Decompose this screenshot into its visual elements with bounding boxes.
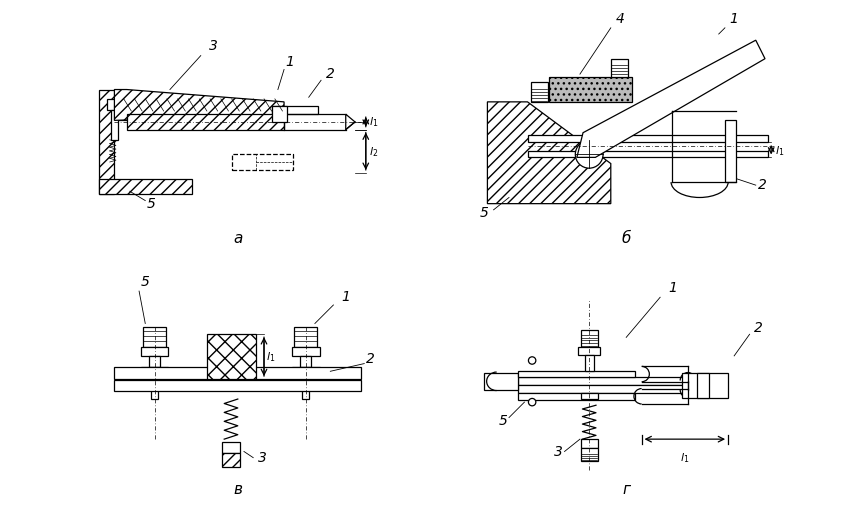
Bar <box>581 439 598 448</box>
Text: 2: 2 <box>366 351 375 365</box>
Bar <box>581 330 598 347</box>
Polygon shape <box>114 90 284 121</box>
Polygon shape <box>346 115 355 130</box>
Bar <box>149 356 160 367</box>
Polygon shape <box>577 41 765 158</box>
Bar <box>518 371 635 378</box>
Text: 1: 1 <box>668 281 677 294</box>
Bar <box>106 99 122 111</box>
Text: 5: 5 <box>147 196 156 210</box>
Bar <box>611 60 628 78</box>
Text: $l_1$: $l_1$ <box>370 115 378 129</box>
Bar <box>581 393 598 399</box>
Bar <box>581 448 598 461</box>
Text: 5: 5 <box>480 206 489 220</box>
Text: а: а <box>233 231 243 246</box>
Text: 5: 5 <box>141 274 149 288</box>
Bar <box>151 376 158 399</box>
Bar <box>518 378 688 385</box>
Bar <box>485 373 518 390</box>
Bar <box>518 393 635 400</box>
Polygon shape <box>127 115 284 130</box>
Bar <box>530 83 548 103</box>
Bar <box>271 107 287 123</box>
Bar <box>141 347 168 356</box>
Text: 2: 2 <box>754 321 763 334</box>
Bar <box>294 327 317 347</box>
Circle shape <box>529 357 536 365</box>
Bar <box>292 367 320 376</box>
Text: 1: 1 <box>730 12 739 26</box>
Text: г: г <box>622 481 630 496</box>
Bar <box>292 347 320 356</box>
Text: б: б <box>621 231 631 246</box>
Bar <box>682 373 728 398</box>
Polygon shape <box>550 78 632 103</box>
Bar <box>111 111 118 141</box>
Polygon shape <box>99 180 192 195</box>
Text: 5: 5 <box>499 413 507 427</box>
Circle shape <box>575 141 603 169</box>
Bar <box>528 136 768 143</box>
Bar <box>222 453 240 467</box>
Bar <box>141 367 168 376</box>
Bar <box>302 376 309 399</box>
Circle shape <box>529 398 536 406</box>
Text: $l_1$: $l_1$ <box>266 350 276 364</box>
Bar <box>578 347 600 356</box>
Bar <box>232 155 293 170</box>
Text: $l_1$: $l_1$ <box>775 143 785 157</box>
Text: $l_2$: $l_2$ <box>370 145 378 159</box>
Text: 3: 3 <box>554 444 562 458</box>
Bar <box>207 335 257 379</box>
Bar <box>725 121 736 183</box>
Bar <box>697 373 709 398</box>
Bar <box>114 380 361 391</box>
Text: $l_1$: $l_1$ <box>680 450 689 464</box>
Text: 2: 2 <box>326 67 334 81</box>
Text: 4: 4 <box>616 12 625 26</box>
Text: 3: 3 <box>209 39 218 54</box>
Bar <box>300 356 311 367</box>
Text: 1: 1 <box>286 55 295 69</box>
Polygon shape <box>487 103 611 204</box>
Bar <box>143 327 166 347</box>
Polygon shape <box>99 90 127 195</box>
Bar <box>528 152 768 158</box>
Bar <box>114 368 361 379</box>
Bar <box>222 442 240 453</box>
Text: в: в <box>233 481 242 496</box>
Bar <box>271 107 318 115</box>
Text: 3: 3 <box>258 450 267 464</box>
Bar <box>518 385 688 393</box>
Bar <box>585 356 594 371</box>
Text: 2: 2 <box>758 178 766 192</box>
Text: 1: 1 <box>341 290 350 304</box>
